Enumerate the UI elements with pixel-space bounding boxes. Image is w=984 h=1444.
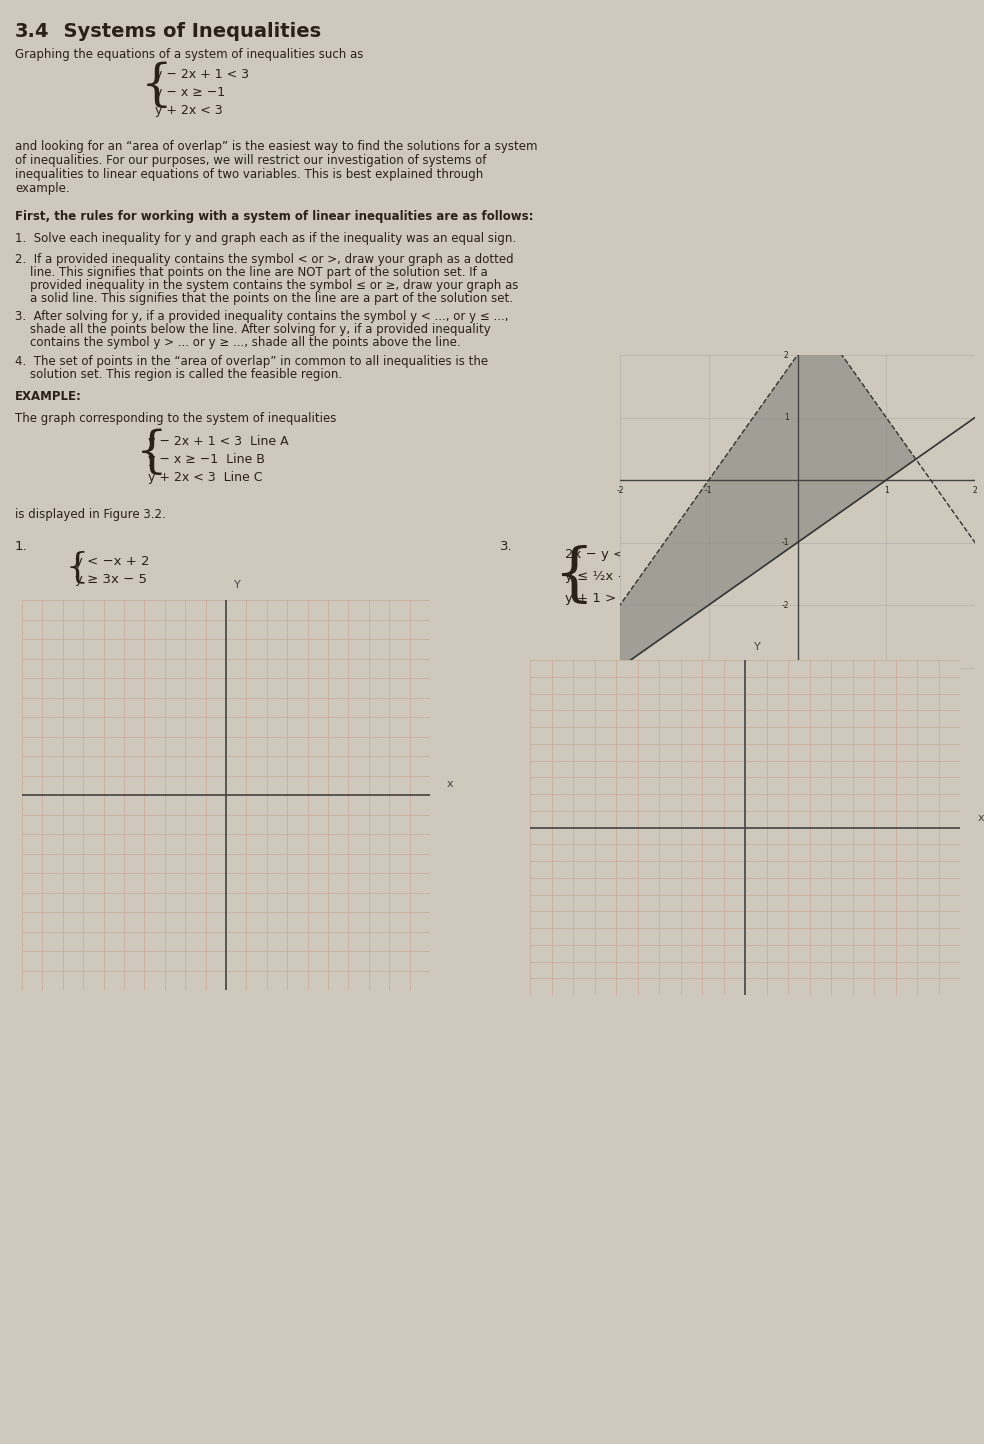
Text: 3.: 3. <box>500 540 513 553</box>
Text: y − x ≥ −1  Line B: y − x ≥ −1 Line B <box>148 453 265 466</box>
Text: a solid line. This signifies that the points on the line are a part of the solut: a solid line. This signifies that the po… <box>15 292 513 305</box>
Text: First, the rules for working with a system of linear inequalities are as follows: First, the rules for working with a syst… <box>15 209 533 222</box>
Text: Y: Y <box>754 643 761 651</box>
Text: 2: 2 <box>972 487 977 495</box>
Text: 1.  Solve each inequality for y and graph each as if the inequality was an equal: 1. Solve each inequality for y and graph… <box>15 232 517 245</box>
Text: y ≥ 3x − 5: y ≥ 3x − 5 <box>75 573 147 586</box>
Text: 3.  After solving for y, if a provided inequality contains the symbol y < ..., o: 3. After solving for y, if a provided in… <box>15 310 509 323</box>
Text: -3: -3 <box>781 663 788 671</box>
Text: EXAMPLE:: EXAMPLE: <box>15 390 82 403</box>
Text: line. This signifies that points on the line are NOT part of the solution set. I: line. This signifies that points on the … <box>15 266 488 279</box>
Text: 3.4: 3.4 <box>15 22 49 40</box>
Text: is displayed in Figure 3.2.: is displayed in Figure 3.2. <box>15 508 165 521</box>
Text: y − 2x + 1 < 3  Line A: y − 2x + 1 < 3 Line A <box>148 435 288 448</box>
Text: inequalities to linear equations of two variables. This is best explained throug: inequalities to linear equations of two … <box>15 168 483 180</box>
Text: y < −x + 2: y < −x + 2 <box>75 554 150 567</box>
Text: -2: -2 <box>781 601 788 609</box>
Text: -1: -1 <box>705 487 712 495</box>
Text: provided inequality in the system contains the symbol ≤ or ≥, draw your graph as: provided inequality in the system contai… <box>15 279 519 292</box>
Text: x: x <box>977 813 984 823</box>
Text: contains the symbol y > ... or y ≥ ..., shade all the points above the line.: contains the symbol y > ... or y ≥ ..., … <box>15 336 461 349</box>
Text: x: x <box>447 780 453 790</box>
Text: y + 2x < 3  Line C: y + 2x < 3 Line C <box>148 471 263 484</box>
Text: Systems of Inequalities: Systems of Inequalities <box>50 22 321 40</box>
Text: The graph corresponding to the system of inequalities: The graph corresponding to the system of… <box>15 412 337 425</box>
Text: 2: 2 <box>784 351 788 360</box>
Text: 1.: 1. <box>15 540 28 553</box>
Text: Figure 3.2: The Feasible Region.: Figure 3.2: The Feasible Region. <box>640 508 798 518</box>
Text: 4.  The set of points in the “area of overlap” in common to all inequalities is : 4. The set of points in the “area of ove… <box>15 355 488 368</box>
Text: and looking for an “area of overlap” is the easiest way to find the solutions fo: and looking for an “area of overlap” is … <box>15 140 537 153</box>
Text: solution set. This region is called the feasible region.: solution set. This region is called the … <box>15 368 342 381</box>
Polygon shape <box>531 323 916 731</box>
Text: -4: -4 <box>781 725 788 735</box>
Text: 2.  If a provided inequality contains the symbol < or >, draw your graph as a do: 2. If a provided inequality contains the… <box>15 253 514 266</box>
Text: y ≤ ½x + 3: y ≤ ½x + 3 <box>565 570 642 583</box>
Text: {: { <box>136 429 167 478</box>
Text: -2: -2 <box>616 487 624 495</box>
Text: {: { <box>553 546 593 606</box>
Text: y − 2x + 1 < 3: y − 2x + 1 < 3 <box>155 68 249 81</box>
Text: Graphing the equations of a system of inequalities such as: Graphing the equations of a system of in… <box>15 48 363 61</box>
Text: Y: Y <box>234 580 241 591</box>
Text: -1: -1 <box>781 539 788 547</box>
Text: {: { <box>65 550 88 583</box>
Text: 2x − y < 8: 2x − y < 8 <box>565 549 637 562</box>
Text: y − x ≥ −1: y − x ≥ −1 <box>155 87 225 100</box>
Text: shade all the points below the line. After solving for y, if a provided inequali: shade all the points below the line. Aft… <box>15 323 491 336</box>
Text: example.: example. <box>15 182 70 195</box>
Text: 1: 1 <box>884 487 889 495</box>
Text: 1: 1 <box>784 413 788 422</box>
Text: {: { <box>141 61 173 111</box>
Text: y + 1 > −⅓(x − 9): y + 1 > −⅓(x − 9) <box>565 592 691 605</box>
Text: y + 2x < 3: y + 2x < 3 <box>155 104 222 117</box>
Text: of inequalities. For our purposes, we will restrict our investigation of systems: of inequalities. For our purposes, we wi… <box>15 155 486 168</box>
